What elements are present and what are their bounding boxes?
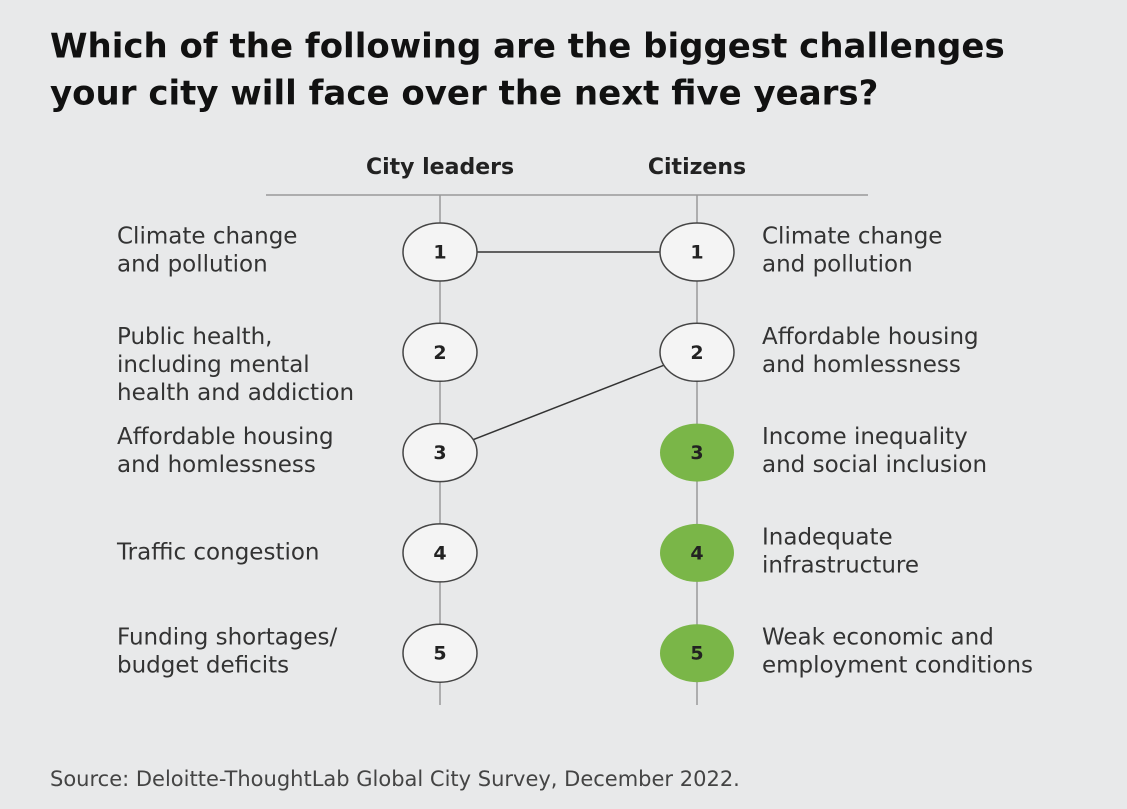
rank-circle [659,222,735,282]
rank-circle [660,624,734,683]
item-label: Weak economic and [762,625,994,651]
rank-circle [402,523,478,583]
rank: 3 [690,442,703,464]
rank: 2 [433,342,446,364]
item-label: and social inclusion [762,452,987,478]
item-label: and homlessness [117,452,316,478]
rank-circle [659,322,735,383]
rank: 1 [690,242,703,264]
rank: 4 [690,542,703,564]
item-label: employment conditions [762,653,1033,679]
column-header: Citizens [648,155,746,180]
item-label: and pollution [762,252,913,278]
rank: 2 [690,342,703,364]
item-label: Funding shortages/ [117,625,338,651]
item-label: budget deficits [117,653,289,679]
rank: 5 [690,643,703,665]
source: Source: Deloitte-ThoughtLab Global City … [50,767,740,791]
title-line: your city will face over the next five y… [50,74,878,114]
title-line: Which of the following are the biggest c… [50,27,1005,67]
rank-circle [402,322,478,383]
column-header: City leaders [366,155,514,180]
rank: 5 [433,643,446,665]
item-label: Affordable housing [762,324,979,350]
item-label: Income inequality [762,424,968,450]
rank: 1 [433,242,446,264]
rank-circle [402,222,478,282]
link [439,351,698,454]
item-label: Public health, [117,324,273,350]
rank-circle [660,523,734,582]
rank-circle [402,422,478,483]
item-label: Traffic congestion [116,539,320,565]
item-label: and homlessness [762,352,961,378]
item-label: Climate change [117,224,297,250]
item-label: and pollution [117,252,268,278]
item-label: Climate change [762,224,942,250]
item-label: including mental [117,352,310,378]
item-label: infrastructure [762,552,919,578]
item-label: Affordable housing [117,424,334,450]
item-label: Inadequate [762,524,893,550]
item-label: health and addiction [117,380,354,406]
rank-circle [660,423,734,482]
rank: 3 [433,442,446,464]
rank: 4 [433,542,446,564]
rank-circle [402,623,478,683]
